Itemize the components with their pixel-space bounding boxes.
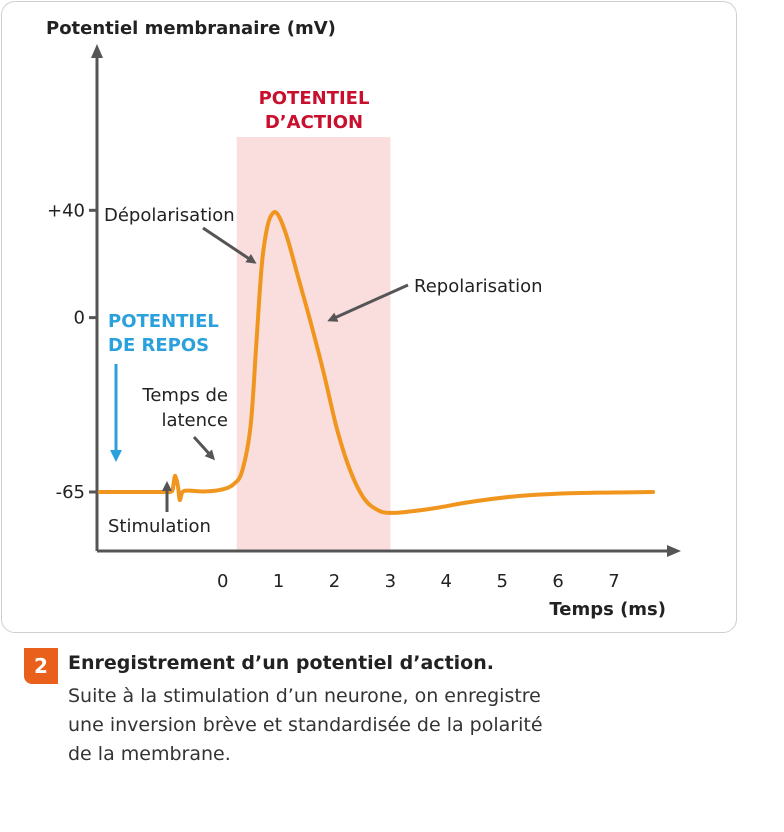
x-axis-arrowhead bbox=[667, 545, 681, 557]
depolarisation-arrow bbox=[202, 226, 257, 264]
repolarisation-arrow bbox=[327, 283, 409, 322]
x-tick-label: 1 bbox=[273, 571, 284, 592]
latency-label-line-1: Temps de bbox=[141, 385, 228, 406]
action-potential-label-line-1: POTENTIEL bbox=[259, 88, 370, 109]
x-tick-label: 5 bbox=[496, 571, 507, 592]
x-tick-label: 7 bbox=[608, 571, 619, 592]
x-tick-label: 0 bbox=[217, 571, 228, 592]
repolarisation-label: Repolarisation bbox=[414, 276, 543, 297]
axes bbox=[91, 44, 681, 557]
action-potential-chart: 0 1 2 3 4 5 6 7 +40 0 -65 Potentiel membranaire (m… bbox=[46, 18, 681, 620]
resting-potential-label-line-2: DE REPOS bbox=[108, 335, 209, 356]
caption-body: Suite à la stimulation d’un neurone, on … bbox=[68, 682, 648, 769]
caption-line: une inversion brève et standardisée de l… bbox=[68, 714, 543, 736]
y-axis-arrowhead bbox=[91, 44, 103, 58]
x-tick-label: 4 bbox=[441, 571, 452, 592]
caption-line: de la membrane. bbox=[68, 743, 231, 765]
y-tick-label: +40 bbox=[47, 200, 85, 221]
x-tick-label: 2 bbox=[329, 571, 340, 592]
caption-line: Suite à la stimulation d’un neurone, on … bbox=[68, 685, 541, 707]
stimulation-label: Stimulation bbox=[108, 516, 211, 537]
action-potential-label-line-2: D’ACTION bbox=[265, 112, 363, 133]
x-tick-label: 6 bbox=[552, 571, 563, 592]
membrane-potential-line bbox=[97, 210, 656, 515]
y-tick-label: 0 bbox=[74, 308, 85, 329]
x-tick-label: 3 bbox=[385, 571, 396, 592]
depolarisation-label: Dépolarisation bbox=[104, 205, 235, 226]
latency-label-line-2: latence bbox=[161, 410, 228, 431]
ticks: 0 1 2 3 4 5 6 7 +40 0 -65 bbox=[47, 200, 620, 592]
action-potential-region bbox=[236, 137, 391, 551]
y-tick-label: -65 bbox=[56, 482, 85, 503]
resting-potential-label-line-1: POTENTIEL bbox=[108, 311, 219, 332]
figure-number-badge: 2 bbox=[24, 648, 58, 684]
x-axis-label: Temps (ms) bbox=[549, 599, 666, 620]
y-axis-label: Potentiel membranaire (mV) bbox=[46, 18, 336, 39]
caption-title: Enregistrement d’un potentiel d’action. bbox=[68, 652, 494, 674]
latency-arrow bbox=[192, 435, 216, 461]
